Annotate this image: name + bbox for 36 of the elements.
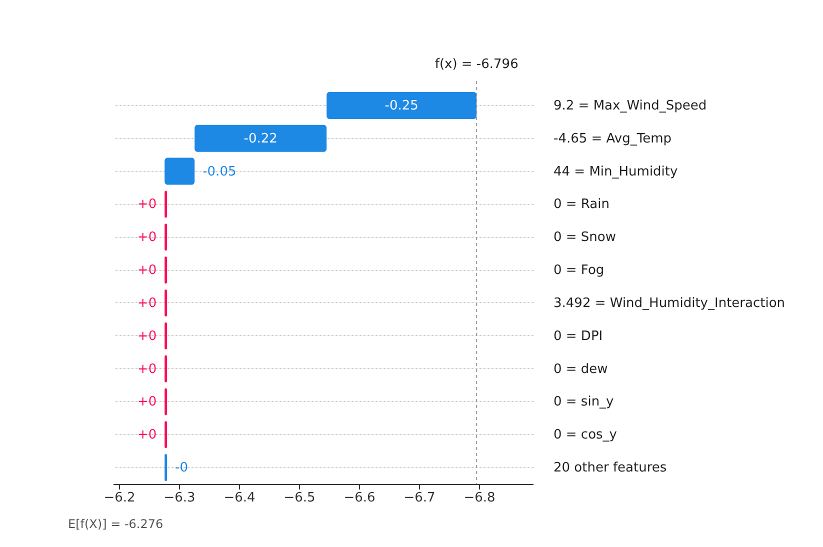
bar [326,92,477,119]
x-tick-label: −6.3 [164,490,196,506]
ref-line-label: f(x) = -6.796 [434,57,518,72]
data-label: +0 [137,394,157,410]
y-tick-label: 0 = DPI [554,328,603,344]
y-tick-label: 0 = dew [554,362,608,377]
bar [164,158,195,185]
x-tick-label: −6.7 [404,490,436,506]
y-tick-label: 20 other features [554,460,667,476]
text: E[f(X)] = -6.276 [68,517,164,531]
data-label: +0 [137,428,157,443]
data-label: +0 [137,296,157,311]
y-tick-label: 44 = Min_Humidity [554,164,678,180]
y-tick-label: -4.65 = Avg_Temp [554,131,672,146]
data-label: +0 [137,263,157,278]
y-tick-label: 0 = cos_y [554,428,618,443]
x-tick-label: −6.5 [284,490,316,506]
data-label: -0.05 [202,164,236,180]
y-tick-label: 0 = Snow [554,230,616,246]
data-label: -0.22 [244,131,278,146]
y-tick-label: 0 = Rain [554,197,610,212]
x-tick-label: −6.8 [464,490,496,506]
x-tick-label: −6.4 [224,490,256,506]
x-tick-label: −6.2 [104,490,136,506]
data-label: +0 [137,362,157,377]
data-label: +0 [137,197,157,212]
y-tick-label: 3.492 = Wind_Humidity_Interaction [554,296,786,311]
x-tick-label: −6.6 [344,490,376,506]
y-tick-label: 0 = sin_y [554,394,614,410]
y-tick-label: 9.2 = Max_Wind_Speed [554,98,707,114]
data-label: +0 [137,328,157,344]
bar [194,124,327,152]
y-tick-label: 0 = Fog [554,263,604,278]
data-label: +0 [137,230,157,246]
data-label: -0.25 [384,98,418,114]
data-label: -0 [175,460,188,476]
